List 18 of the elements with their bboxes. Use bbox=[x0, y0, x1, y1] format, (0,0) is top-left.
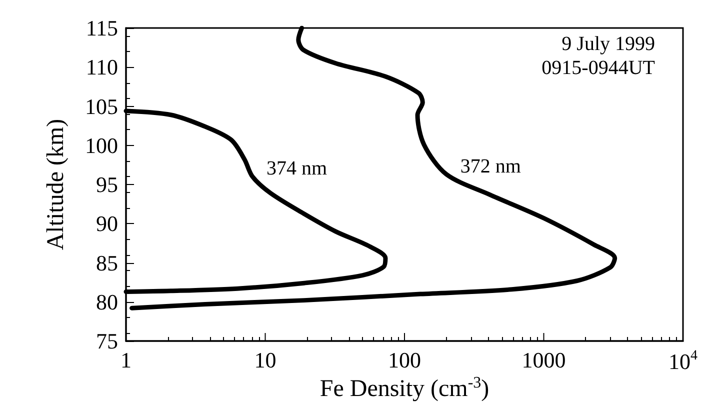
x-tick-label: 100 bbox=[388, 348, 421, 372]
x-tick-label: 1000 bbox=[522, 348, 566, 372]
annotation: 9 July 1999 bbox=[562, 33, 655, 55]
y-tick-label: 100 bbox=[85, 132, 118, 158]
series-label: 374 nm bbox=[266, 158, 328, 180]
annotation: 0915-0944UT bbox=[542, 57, 656, 79]
y-tick-label: 75 bbox=[96, 328, 118, 354]
y-axis-title: Altitude (km) bbox=[43, 118, 69, 250]
y-tick-label: 80 bbox=[96, 289, 118, 314]
y-tick-label: 115 bbox=[86, 16, 118, 40]
x-tick-label: 1 bbox=[120, 348, 132, 372]
y-tick-label: 85 bbox=[96, 250, 118, 276]
y-tick-label: 105 bbox=[85, 94, 118, 119]
series-label: 372 nm bbox=[460, 155, 522, 178]
y-tick-label: 90 bbox=[96, 211, 118, 236]
x-tick-label: 10 bbox=[254, 348, 276, 372]
y-tick-label: 110 bbox=[86, 54, 118, 80]
y-tick-label: 95 bbox=[96, 172, 118, 197]
